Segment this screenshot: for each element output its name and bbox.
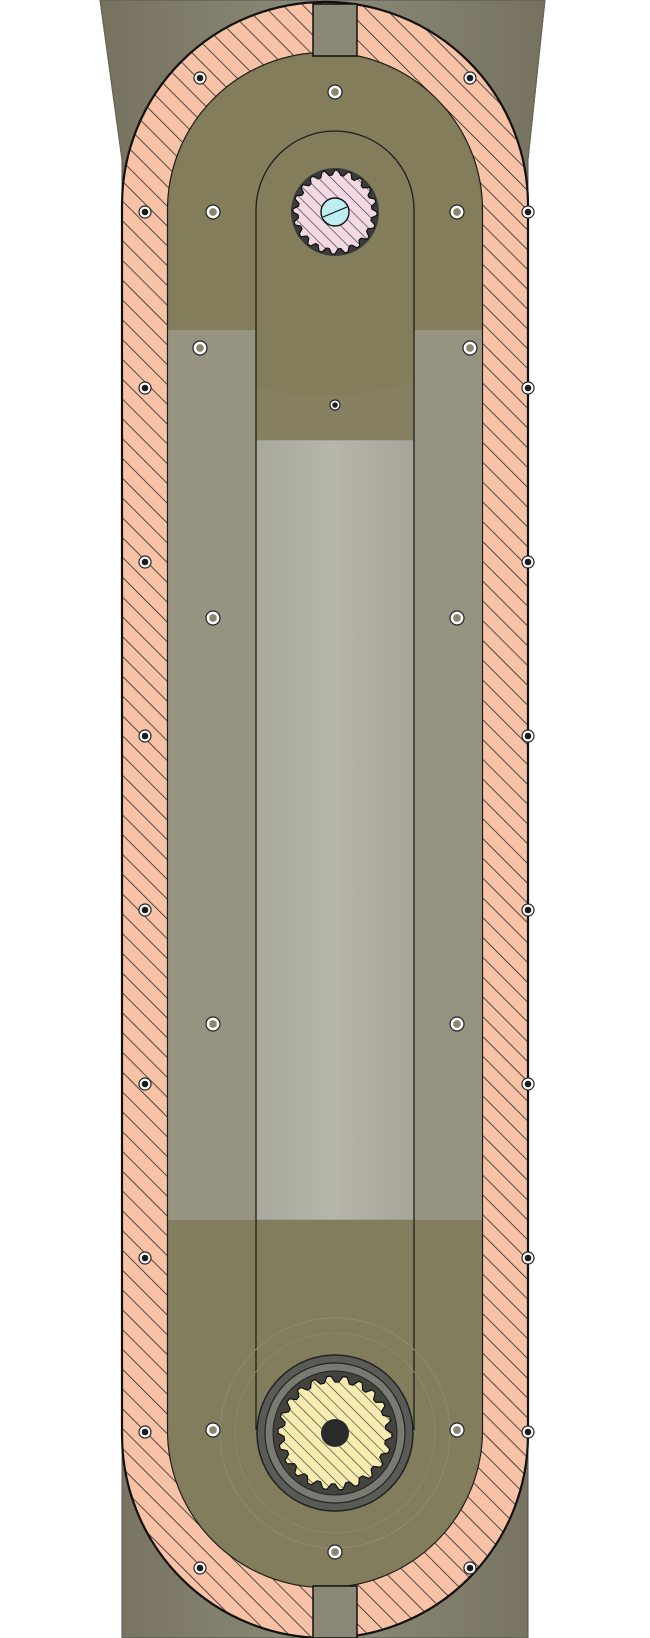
plate-screw-hole <box>327 84 343 100</box>
bottom-pulley-assembly <box>219 1317 451 1549</box>
outer-arm-edge-right <box>527 0 546 161</box>
ring-bolt-hole <box>193 1561 207 1575</box>
plate-screw-hole <box>192 340 208 356</box>
bottom-ring-notch <box>312 1585 358 1638</box>
ring-bolt-hole <box>521 205 535 219</box>
top-ring-notch <box>312 3 358 57</box>
ring-bolt-hole <box>521 1251 535 1265</box>
ring-bolt-hole <box>463 71 477 85</box>
ring-bolt-hole <box>521 381 535 395</box>
plate-screw-hole <box>327 1544 343 1560</box>
ring-bolt-hole <box>463 1561 477 1575</box>
plate-screw-hole <box>205 204 221 220</box>
ring-bolt-hole <box>521 1425 535 1439</box>
ring-bolt-hole <box>521 555 535 569</box>
outer-arm-edge-left <box>99 0 123 161</box>
plate-screw-hole <box>462 340 478 356</box>
ring-bolt-hole <box>138 381 152 395</box>
plate-screw-hole <box>205 1016 221 1032</box>
ring-bolt-hole <box>138 555 152 569</box>
left-translucent-channel <box>168 330 256 1220</box>
ring-bolt-hole <box>193 71 207 85</box>
center-belt-slot <box>256 440 414 1220</box>
plate-screw-hole <box>449 1422 465 1438</box>
ring-bolt-hole <box>521 1077 535 1091</box>
plate-screw-hole <box>449 610 465 626</box>
ring-bolt-hole <box>138 903 152 917</box>
plate-screw-hole <box>205 610 221 626</box>
belt-track-outline <box>255 130 415 1430</box>
ring-bolt-hole <box>138 1251 152 1265</box>
ring-bolt-hole <box>521 729 535 743</box>
plate-screw-hole <box>449 204 465 220</box>
plate-screw-hole <box>329 399 341 411</box>
top-pulley <box>291 168 379 256</box>
right-translucent-channel <box>414 330 482 1220</box>
ring-bolt-hole <box>138 1077 152 1091</box>
ring-bolt-hole <box>521 903 535 917</box>
ring-bolt-hole <box>138 205 152 219</box>
plate-screw-hole <box>449 1016 465 1032</box>
plate-screw-hole <box>205 1422 221 1438</box>
ring-bolt-hole <box>138 729 152 743</box>
ring-bolt-hole <box>138 1425 152 1439</box>
